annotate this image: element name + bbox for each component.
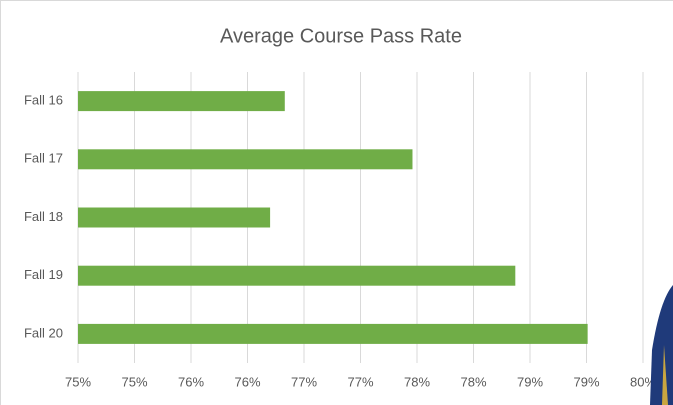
bar xyxy=(78,207,271,228)
chart-title: Average Course Pass Rate xyxy=(220,25,462,47)
x-tick-label: 78% xyxy=(404,374,430,389)
bar xyxy=(78,91,285,112)
bar xyxy=(78,323,588,344)
y-tick-label: Fall 16 xyxy=(24,93,63,108)
x-tick-label: 76% xyxy=(234,374,260,389)
x-tick-label: 78% xyxy=(460,374,486,389)
plot-area: 75% 75% 76% 76% 77% 77% 78% 78% 79% 79% 80% Fall 16… xyxy=(24,72,656,389)
bar xyxy=(78,265,516,286)
x-tick-label: 80% xyxy=(630,374,656,389)
photo-fragment xyxy=(650,285,673,405)
bar xyxy=(78,149,413,170)
photo-fragment xyxy=(662,345,668,405)
y-tick-label: Fall 19 xyxy=(24,267,63,282)
x-tick-label: 75% xyxy=(121,374,147,389)
y-tick-label: Fall 17 xyxy=(24,151,63,166)
x-tick-label: 77% xyxy=(291,374,317,389)
x-tick-label: 77% xyxy=(347,374,373,389)
y-tick-label: Fall 18 xyxy=(24,209,63,224)
x-tick-label: 76% xyxy=(178,374,204,389)
y-tick-label: Fall 20 xyxy=(24,325,63,340)
x-tick-label: 79% xyxy=(573,374,599,389)
x-tick-label: 75% xyxy=(65,374,91,389)
x-tick-label: 79% xyxy=(517,374,543,389)
